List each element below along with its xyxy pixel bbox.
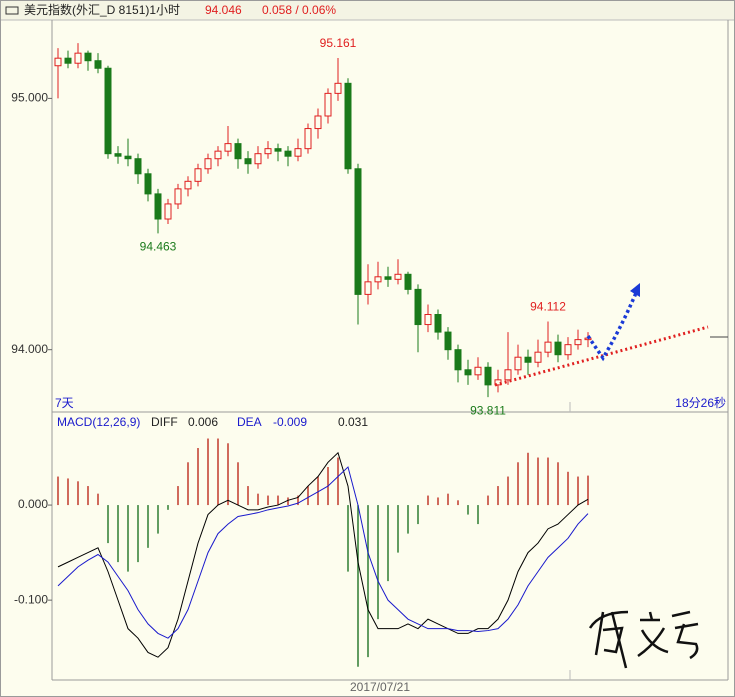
dea-label: DEA [237, 415, 262, 429]
candle-body [304, 128, 312, 150]
candle-body [544, 341, 552, 353]
candle-body [334, 82, 342, 94]
candle-body [454, 349, 462, 371]
icon [5, 6, 19, 15]
header-last: 94.046 [205, 3, 242, 17]
candle-body [524, 356, 532, 363]
macd-line [57, 466, 589, 639]
header-change: 0.058 / 0.06% [262, 3, 336, 17]
y-tick-label: 94.000 [11, 342, 48, 356]
y-tick-label: 95.000 [11, 91, 48, 105]
price-annotation: 93.811 [470, 403, 506, 417]
candle-body [234, 143, 242, 160]
candle-body [254, 153, 262, 165]
period-label: 7天 [55, 396, 74, 410]
candle-body [264, 148, 272, 155]
arrow-head [630, 283, 640, 297]
y-tick-label: -0.100 [14, 592, 48, 606]
candle-body [104, 67, 112, 155]
price-annotation: 95.161 [320, 36, 357, 50]
candle-body [174, 188, 182, 205]
dea-value: -0.009 [273, 415, 307, 429]
candle-body [444, 331, 452, 351]
candle-body [214, 150, 222, 160]
candle-body [344, 82, 352, 170]
header-title: 美元指数(外汇_D 8151)1小时 [24, 2, 180, 17]
macd-value: 0.031 [338, 415, 368, 429]
candle-body [134, 158, 142, 175]
price-annotation: 94.112 [530, 300, 566, 314]
candle-body [294, 148, 302, 157]
date-label: 2017/07/21 [350, 680, 410, 694]
candle-body [74, 52, 82, 64]
candle-body [224, 143, 232, 152]
signature [588, 610, 699, 669]
candle-body [414, 288, 422, 326]
candle-body [84, 52, 92, 62]
candle-body [464, 369, 472, 376]
countdown-label: 18分26秒 [675, 396, 726, 410]
candle-body [114, 153, 122, 157]
candle-body [514, 356, 522, 371]
candle-body [354, 168, 362, 295]
candle-body [144, 173, 152, 195]
candle-body [504, 369, 512, 381]
candle-body [164, 203, 172, 220]
candle-body [274, 148, 282, 152]
candle-body [364, 281, 372, 295]
candle-body [194, 168, 202, 182]
diff-label: DIFF [151, 415, 178, 429]
header-bar [1, 1, 734, 20]
candle-body [124, 155, 132, 160]
candle-body [574, 339, 582, 346]
forecast-arrow [586, 292, 638, 362]
macd-line [57, 451, 589, 658]
candle-body [324, 92, 332, 117]
candle-body [424, 314, 432, 326]
candle-body [64, 57, 72, 64]
candle-body [534, 351, 542, 363]
candle-body [374, 276, 382, 283]
candle-body [404, 273, 412, 290]
candle-body [184, 180, 192, 190]
trend-line [494, 325, 709, 387]
candle-body [564, 344, 572, 356]
y-tick-label: 0.000 [18, 497, 48, 511]
candle-body [94, 60, 102, 69]
diff-value: 0.006 [188, 415, 218, 429]
candle-body [434, 314, 442, 333]
candle-body [384, 276, 392, 280]
candle-body [394, 273, 402, 280]
macd-label: MACD(12,26,9) [57, 415, 140, 429]
candle-body [554, 341, 562, 356]
candle-body [154, 193, 162, 220]
candle-body [54, 57, 62, 67]
candle-body [484, 366, 492, 386]
price-annotation: 94.463 [140, 240, 177, 254]
candle-body [204, 158, 212, 170]
candle-body [314, 115, 322, 130]
candle-body [474, 366, 482, 376]
plot: 95.000 94.000 95.161 94.463 94.112 93.811 0.00… [11, 36, 592, 667]
candle-body [244, 158, 252, 165]
candle-body [284, 150, 292, 157]
